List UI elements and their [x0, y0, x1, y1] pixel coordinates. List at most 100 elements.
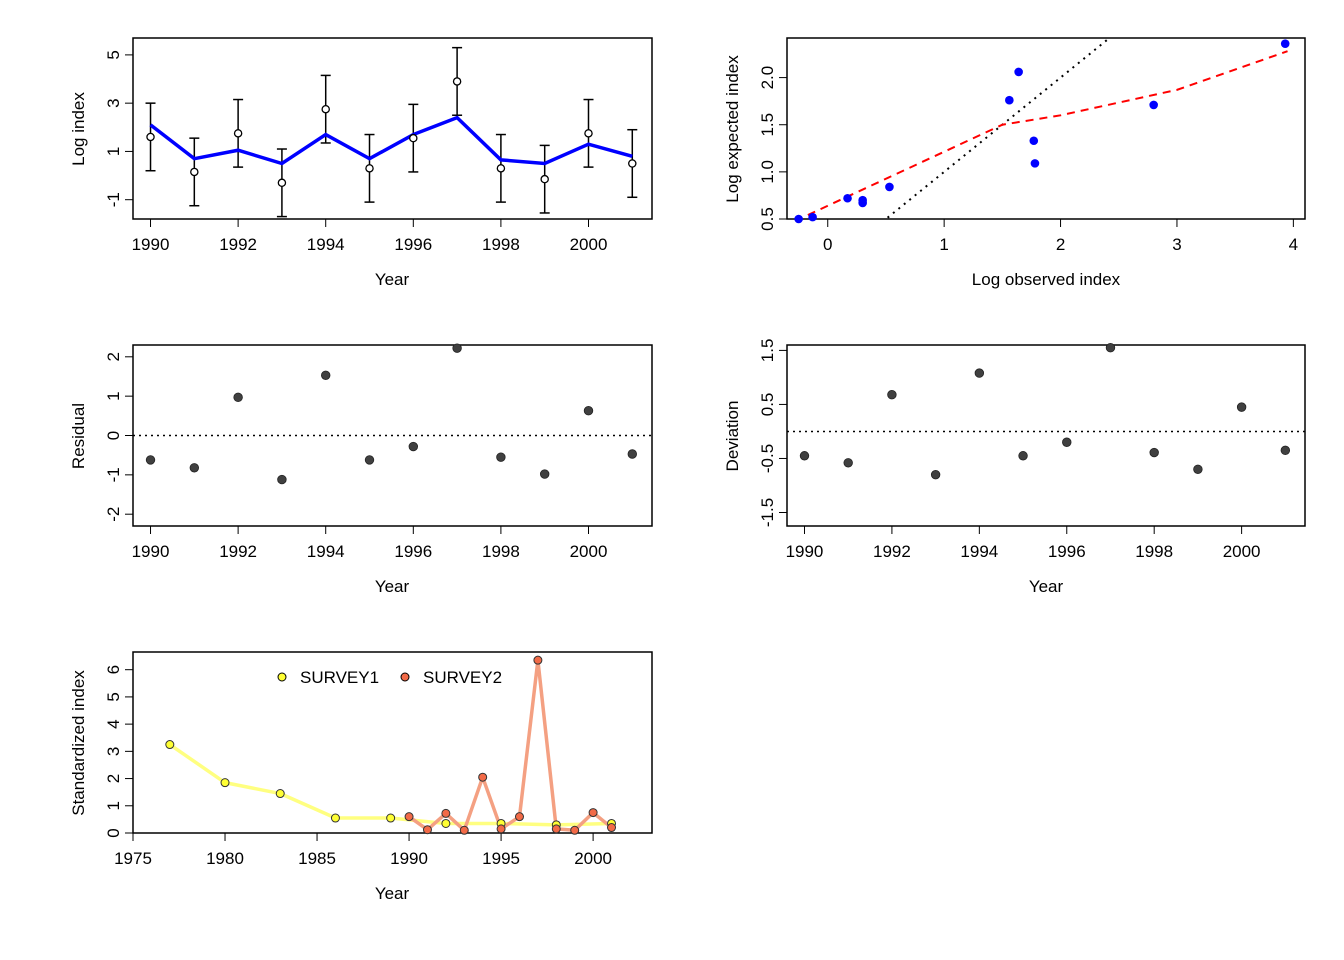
data-point [583, 406, 594, 416]
y-tick-label: 0.5 [758, 393, 777, 417]
plot-marks [787, 343, 1305, 480]
plot-marks [165, 655, 617, 835]
x-tick-label: 1990 [786, 542, 824, 561]
series-point-survey2 [551, 824, 561, 834]
data-point [794, 214, 803, 224]
series-point-survey2 [588, 808, 598, 818]
observed-point [277, 178, 287, 188]
x-tick-label: 1992 [219, 235, 257, 254]
data-point [843, 193, 852, 203]
data-point [974, 368, 985, 378]
x-axis: 1990 1992 1994 1996 1998 2000 [132, 218, 608, 254]
data-point [1029, 136, 1039, 146]
observed-point [584, 129, 593, 138]
data-point [321, 370, 331, 380]
series-point-survey1 [441, 818, 451, 828]
data-point [145, 455, 156, 465]
series-point-survey1 [275, 789, 285, 799]
data-point [277, 474, 287, 485]
data-point [885, 182, 894, 192]
y-tick-label: 2 [104, 774, 123, 783]
data-point [887, 390, 897, 400]
x-tick-label: 1998 [1135, 542, 1173, 561]
data-point [1018, 451, 1028, 461]
x-axis-label: Log observed index [972, 270, 1121, 289]
plot-marks [794, 38, 1290, 224]
x-tick-label: 2 [1056, 235, 1065, 254]
y-tick-label: 1 [104, 801, 123, 810]
series-point-survey1 [220, 778, 230, 788]
y-axis-label: Log index [69, 92, 88, 166]
observed-point [190, 167, 199, 177]
y-tick-label: 1.5 [758, 339, 777, 363]
y-tick-label: 4 [104, 719, 123, 728]
x-axis: 1990 1992 1994 1996 1998 2000 [132, 525, 608, 561]
data-point [1149, 447, 1159, 458]
deviation-panel: 1990 1992 1994 1996 1998 2000 -1.5-0.50.51.5 … [723, 339, 1306, 596]
series-point-survey2 [496, 824, 506, 834]
series-point-survey2 [404, 812, 414, 822]
residual-panel: 1990 1992 1994 1996 1998 2000 -2 -1 0 1 2 Year Re… [69, 343, 653, 596]
x-tick-label: 2000 [570, 235, 608, 254]
observed-point [496, 164, 506, 173]
data-point [1236, 402, 1247, 412]
series-point-survey1 [165, 740, 175, 750]
y-axis: -1 1 3 5 [104, 50, 134, 207]
series-point-survey2 [441, 808, 451, 818]
x-tick-label: 2000 [1223, 542, 1261, 561]
legend-marker-survey1 [277, 672, 287, 682]
data-point [496, 452, 506, 462]
x-axis-label: Year [375, 577, 410, 596]
legend-label-survey1: SURVEY1 [300, 668, 379, 687]
y-axis-label: Residual [69, 403, 88, 469]
y-tick-label: 1 [104, 147, 123, 156]
x-tick-label: 1990 [132, 542, 170, 561]
observed-point [146, 132, 155, 142]
y-axis-label: Deviation [723, 401, 742, 472]
x-tick-label: 1975 [114, 849, 152, 868]
legend-label-survey2: SURVEY2 [423, 668, 502, 687]
x-tick-label: 1994 [307, 235, 345, 254]
y-tick-label: 3 [104, 747, 123, 756]
legend: SURVEY1 SURVEY2 [277, 668, 502, 687]
x-tick-label: 4 [1289, 235, 1298, 254]
data-point [1030, 159, 1040, 168]
x-axis: 1975 1980 1985 1990 1995 2000 [114, 832, 612, 868]
series-point-survey2 [478, 772, 488, 782]
data-point [1193, 464, 1203, 474]
y-tick-label: -1 [104, 467, 123, 482]
data-point [1105, 343, 1116, 353]
y-tick-label: 1.5 [758, 113, 777, 137]
observed-point [409, 133, 418, 143]
x-tick-label: 1998 [482, 542, 520, 561]
standardized-index-panel: 1975 1980 1985 1990 1995 2000 0 1 2 3 4 5 6 SURVEY1… [69, 651, 653, 903]
plot-marks [133, 343, 652, 485]
observed-point [365, 164, 374, 173]
data-point [1005, 95, 1014, 105]
series-point-survey2 [514, 812, 524, 822]
data-point [808, 212, 817, 222]
observed-point [233, 129, 243, 138]
x-tick-label: 1990 [390, 849, 428, 868]
data-point [452, 343, 462, 353]
plot-frame [132, 37, 653, 220]
identity-line [884, 38, 1112, 219]
y-tick-label: -1 [104, 192, 123, 207]
data-point [799, 451, 810, 461]
observed-point [321, 104, 330, 114]
y-tick-label: 1 [104, 391, 123, 400]
data-point [233, 392, 243, 403]
data-point [843, 458, 853, 468]
y-tick-label: 5 [104, 692, 123, 701]
x-tick-label: 1995 [482, 849, 520, 868]
data-point [1062, 437, 1072, 447]
y-tick-label: 0.5 [758, 207, 777, 231]
y-tick-label: -1.5 [758, 498, 777, 527]
y-axis: -1.5 -0.5 0.5 1.5 [758, 339, 788, 527]
y-tick-label: 5 [104, 50, 123, 59]
data-point [858, 198, 867, 208]
series-point-survey2 [607, 823, 617, 833]
x-tick-label: 2000 [570, 542, 608, 561]
x-tick-label: 1996 [394, 235, 432, 254]
series-line-survey1 [168, 743, 612, 827]
